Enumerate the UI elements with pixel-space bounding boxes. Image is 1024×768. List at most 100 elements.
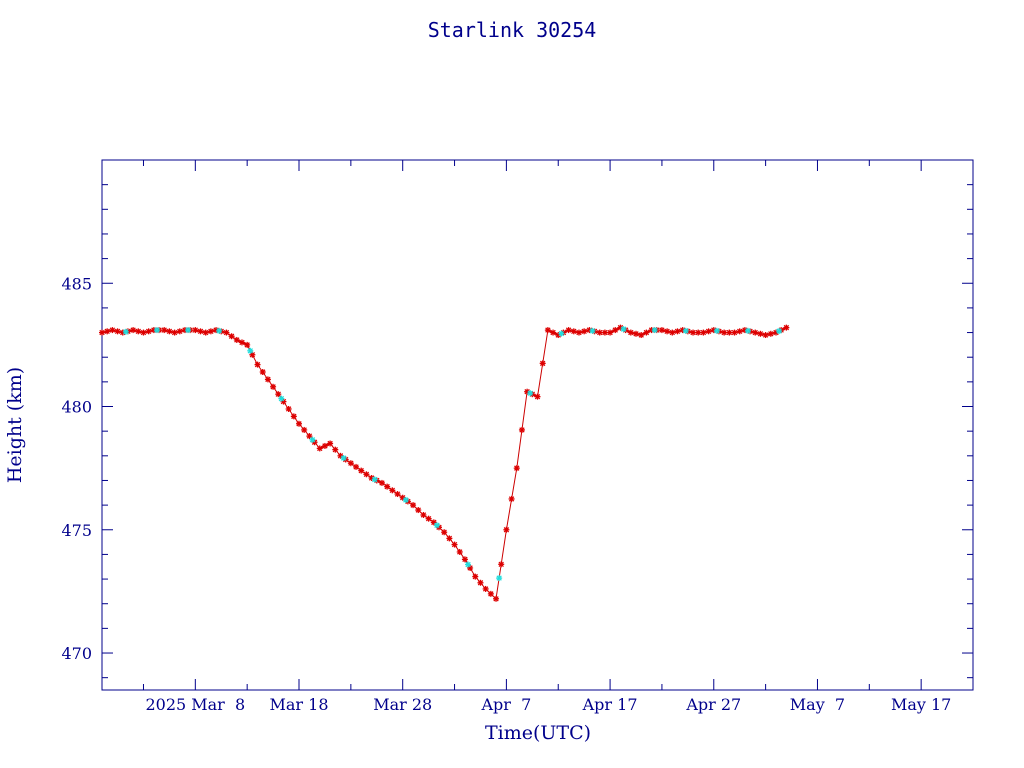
data-point [566, 327, 572, 333]
data-point [721, 330, 727, 336]
data-point [420, 512, 426, 518]
data-point [607, 330, 613, 336]
data-point [509, 496, 515, 502]
data-point [109, 327, 115, 333]
data-point [140, 330, 146, 336]
data-point [690, 330, 696, 336]
y-tick-label: 485 [61, 274, 92, 293]
data-point [363, 471, 369, 477]
y-tick-label: 480 [61, 398, 92, 417]
x-tick-label: Apr 27 [685, 695, 741, 714]
data-point-alt [714, 328, 720, 334]
data-point [757, 331, 763, 337]
data-point [540, 360, 546, 366]
data-point [203, 330, 209, 336]
series-line [102, 328, 786, 599]
data-point [135, 328, 141, 334]
x-tick-label: Mar 18 [270, 695, 329, 714]
x-tick-label: 2025 Mar 8 [145, 695, 245, 714]
data-point [695, 330, 701, 336]
data-point [503, 527, 509, 533]
data-point-alt [185, 327, 191, 333]
data-point [700, 330, 706, 336]
data-point [229, 333, 235, 339]
data-point-alt [465, 562, 471, 568]
data-point-alt [434, 522, 440, 528]
data-point-alt [683, 328, 689, 334]
x-tick-label: May 7 [790, 695, 845, 714]
data-point [260, 369, 266, 375]
chart-title: Starlink 30254 [428, 18, 597, 42]
data-point [166, 328, 172, 334]
data-point [441, 529, 447, 535]
data-point [446, 535, 452, 541]
x-tick-label: Mar 28 [373, 695, 432, 714]
data-point [317, 445, 323, 451]
data-point-alt [558, 331, 564, 337]
data-point [483, 586, 489, 592]
data-point-alt [589, 328, 595, 334]
data-point [633, 331, 639, 337]
data-point-alt [776, 328, 782, 334]
data-point [353, 464, 359, 470]
data-point-alt [216, 328, 222, 334]
data-point [275, 391, 281, 397]
data-point [192, 327, 198, 333]
data-point [545, 327, 551, 333]
data-point-alt [372, 476, 378, 482]
data-point [643, 330, 649, 336]
data-point [172, 330, 178, 336]
plot-frame [102, 160, 973, 690]
data-point [426, 516, 432, 522]
data-point [379, 480, 385, 486]
data-point [198, 328, 204, 334]
data-point [452, 542, 458, 548]
data-point [602, 330, 608, 336]
data-point [130, 327, 136, 333]
data-point [332, 447, 338, 453]
data-point [550, 330, 556, 336]
data-point [581, 328, 587, 334]
data-point [498, 561, 504, 567]
data-point [514, 465, 520, 471]
data-point [576, 330, 582, 336]
data-point [358, 468, 364, 474]
data-point [628, 330, 634, 336]
data-point [223, 330, 229, 336]
y-tick-label: 470 [61, 644, 92, 663]
data-point [291, 413, 297, 419]
data-point-alt [154, 327, 160, 333]
data-point [612, 327, 618, 333]
data-point-alt [745, 328, 751, 334]
data-point [597, 330, 603, 336]
data-point [659, 327, 665, 333]
data-point [519, 427, 525, 433]
data-point [726, 330, 732, 336]
data-point-alt [652, 327, 658, 333]
data-point-alt [496, 575, 502, 581]
data-point [161, 327, 167, 333]
data-point [706, 328, 712, 334]
data-point [296, 421, 302, 427]
data-point-alt [247, 348, 253, 354]
data-point [234, 337, 240, 343]
data-point-alt [527, 390, 533, 396]
data-point-alt [621, 326, 627, 332]
data-point [146, 328, 152, 334]
data-point [737, 328, 743, 334]
data-point [286, 406, 292, 412]
data-point-alt [341, 455, 347, 461]
data-point [177, 328, 183, 334]
data-point [571, 328, 577, 334]
data-point [472, 574, 478, 580]
data-point [244, 342, 250, 348]
data-point [669, 330, 675, 336]
y-tick-label: 475 [61, 521, 92, 540]
data-point-alt [278, 396, 284, 402]
y-axis-label: Height (km) [4, 367, 26, 483]
data-point [301, 427, 307, 433]
data-point [327, 440, 333, 446]
x-tick-label: May 17 [891, 695, 951, 714]
data-point [255, 362, 261, 368]
